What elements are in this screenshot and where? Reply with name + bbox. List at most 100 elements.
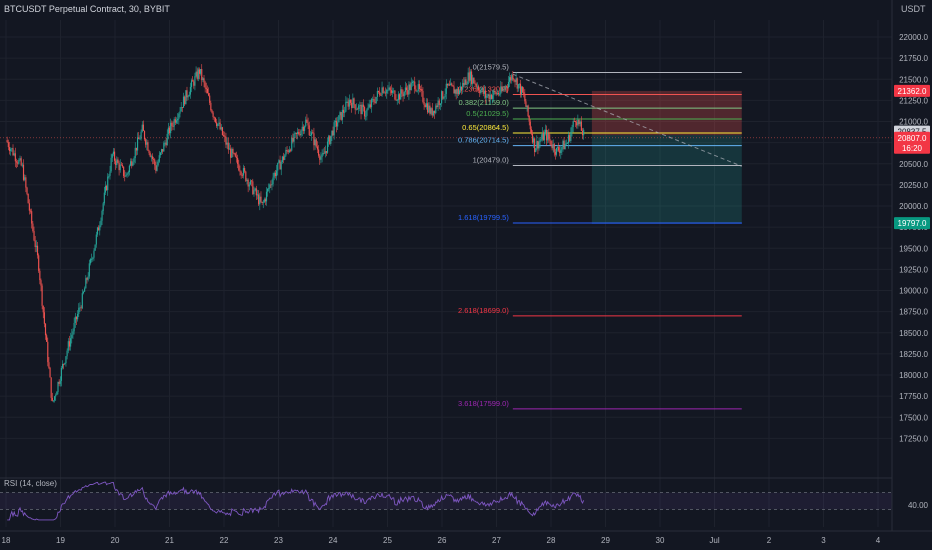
candle-body[interactable]	[131, 161, 133, 166]
candle-body[interactable]	[151, 156, 154, 159]
candle-body[interactable]	[238, 164, 240, 171]
candle-body[interactable]	[537, 141, 539, 149]
candle-body[interactable]	[550, 140, 552, 146]
candle-body[interactable]	[436, 105, 438, 107]
candle-body[interactable]	[171, 122, 173, 127]
candle-body[interactable]	[443, 97, 445, 99]
candle-body[interactable]	[561, 147, 563, 150]
candle-body[interactable]	[73, 323, 75, 332]
candle-body[interactable]	[571, 127, 573, 133]
candle-body[interactable]	[314, 139, 316, 146]
candle-body[interactable]	[48, 362, 50, 368]
candle-body[interactable]	[281, 156, 283, 162]
candle-body[interactable]	[334, 120, 336, 123]
candle-body[interactable]	[63, 363, 65, 365]
candle-body[interactable]	[438, 100, 440, 105]
candle-body[interactable]	[32, 223, 34, 232]
candle-body[interactable]	[25, 177, 27, 188]
candle-body[interactable]	[116, 159, 118, 166]
candle-body[interactable]	[82, 291, 85, 294]
candle-body[interactable]	[189, 86, 191, 95]
candle-body[interactable]	[579, 121, 581, 125]
candle-body[interactable]	[36, 245, 39, 256]
candle-body[interactable]	[101, 211, 103, 221]
candle-body[interactable]	[467, 72, 469, 84]
candle-body[interactable]	[503, 88, 505, 90]
candle-body[interactable]	[468, 72, 470, 81]
candle-body[interactable]	[322, 152, 324, 155]
candle-body[interactable]	[345, 101, 347, 112]
candle-body[interactable]	[530, 129, 532, 134]
candle-body[interactable]	[486, 95, 488, 98]
candle-body[interactable]	[388, 87, 390, 90]
candle-body[interactable]	[160, 149, 163, 153]
candle-body[interactable]	[15, 161, 18, 163]
candle-body[interactable]	[235, 156, 238, 158]
candle-body[interactable]	[197, 69, 199, 79]
candle-body[interactable]	[253, 190, 255, 195]
candle-body[interactable]	[450, 83, 452, 86]
candle-body[interactable]	[335, 120, 338, 127]
candle-body[interactable]	[110, 157, 112, 172]
candle-body[interactable]	[57, 381, 59, 392]
candle-body[interactable]	[147, 142, 149, 151]
candle-body[interactable]	[493, 90, 495, 96]
candle-body[interactable]	[202, 78, 204, 81]
candle-body[interactable]	[565, 143, 567, 145]
candle-body[interactable]	[404, 87, 406, 92]
candle-body[interactable]	[80, 307, 82, 309]
candle-body[interactable]	[135, 147, 137, 151]
candle-body[interactable]	[409, 84, 411, 91]
candle-body[interactable]	[390, 90, 392, 93]
candle-body[interactable]	[234, 153, 236, 157]
candle-body[interactable]	[43, 312, 45, 324]
candle-body[interactable]	[259, 196, 261, 205]
candle-body[interactable]	[476, 86, 478, 88]
candle-body[interactable]	[38, 255, 40, 271]
candle-body[interactable]	[117, 159, 119, 163]
candle-body[interactable]	[40, 280, 42, 286]
candle-body[interactable]	[509, 77, 511, 82]
trendline[interactable]	[512, 73, 742, 167]
candle-body[interactable]	[512, 74, 514, 80]
candle-body[interactable]	[441, 91, 443, 104]
candle-body[interactable]	[92, 257, 94, 259]
candle-body[interactable]	[186, 90, 188, 98]
candle-body[interactable]	[355, 108, 357, 110]
candle-body[interactable]	[337, 122, 339, 127]
candle-body[interactable]	[109, 171, 111, 176]
candle-body[interactable]	[84, 288, 86, 292]
candle-body[interactable]	[562, 140, 564, 148]
candle-body[interactable]	[513, 79, 515, 81]
candle-body[interactable]	[261, 201, 263, 203]
candle-body[interactable]	[112, 151, 114, 155]
candle-body[interactable]	[123, 166, 125, 176]
rsi-line[interactable]	[7, 481, 585, 521]
candle-body[interactable]	[106, 185, 108, 191]
candle-body[interactable]	[120, 164, 122, 166]
candle-body[interactable]	[27, 193, 29, 204]
candle-body[interactable]	[252, 181, 254, 195]
candle-body[interactable]	[291, 137, 293, 151]
candle-body[interactable]	[167, 127, 169, 134]
candle-body[interactable]	[7, 142, 9, 148]
candle-body[interactable]	[14, 153, 16, 162]
candle-body[interactable]	[374, 101, 376, 103]
candle-body[interactable]	[128, 165, 130, 173]
candle-body[interactable]	[286, 150, 288, 151]
candle-body[interactable]	[248, 184, 250, 187]
candle-body[interactable]	[518, 83, 520, 85]
candle-body[interactable]	[299, 134, 301, 136]
candle-body[interactable]	[449, 84, 451, 86]
candle-body[interactable]	[206, 88, 208, 94]
candle-body[interactable]	[516, 78, 518, 89]
candle-body[interactable]	[298, 132, 300, 135]
candle-body[interactable]	[150, 156, 152, 158]
candle-body[interactable]	[87, 276, 89, 280]
candle-body[interactable]	[263, 199, 265, 203]
candle-body[interactable]	[469, 71, 471, 81]
candle-body[interactable]	[273, 172, 275, 178]
candle-body[interactable]	[158, 155, 160, 162]
candle-body[interactable]	[421, 89, 423, 92]
